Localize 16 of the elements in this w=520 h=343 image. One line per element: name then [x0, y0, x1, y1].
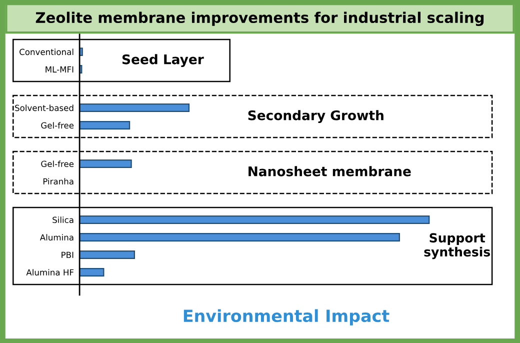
annotation: Seed Layer	[122, 54, 204, 67]
chart-title: Zeolite membrane improvements for industrial scaling	[36, 12, 484, 26]
y-tick-label: Silica	[52, 216, 74, 224]
annotation: Support synthesis	[424, 233, 490, 260]
y-tick-label: Gel-free	[41, 160, 74, 168]
y-tick-label: ML-MFI	[46, 66, 74, 72]
y-tick-label: Alumina HF	[26, 269, 74, 276]
y-tick-label: Solvent-based	[15, 104, 74, 112]
annotation: Nanosheet membrane	[248, 166, 411, 176]
x-axis-title: Environmental Impact	[184, 309, 390, 326]
y-tick-label: PBI	[62, 252, 74, 258]
y-tick-label: Alumina	[40, 234, 74, 241]
y-tick-label: Gel-free	[41, 122, 74, 129]
y-tick-label: Piranha	[43, 178, 74, 185]
annotation: Secondary Growth	[248, 110, 384, 123]
y-tick-label: Conventional	[20, 48, 74, 56]
